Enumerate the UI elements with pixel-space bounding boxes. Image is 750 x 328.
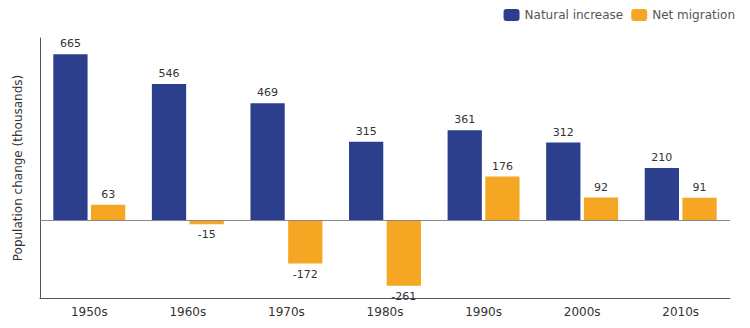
svg-text:312: 312 [553,126,574,139]
svg-text:Population change (thousands): Population change (thousands) [11,75,25,262]
svg-text:315: 315 [356,125,377,138]
svg-text:-172: -172 [293,268,318,281]
svg-text:1990s: 1990s [465,305,502,319]
svg-text:469: 469 [257,86,278,99]
svg-text:91: 91 [693,181,707,194]
svg-text:Net migration: Net migration [652,8,735,22]
svg-text:2010s: 2010s [662,305,699,319]
svg-text:665: 665 [60,37,81,50]
svg-text:1950s: 1950s [71,305,108,319]
svg-text:176: 176 [492,160,513,173]
svg-text:1960s: 1960s [169,305,206,319]
svg-text:-261: -261 [391,290,416,303]
svg-text:1970s: 1970s [268,305,305,319]
svg-text:546: 546 [159,67,180,80]
svg-text:63: 63 [101,188,115,201]
svg-text:92: 92 [594,181,608,194]
svg-text:210: 210 [651,151,672,164]
svg-text:-15: -15 [198,228,216,241]
svg-text:361: 361 [454,113,475,126]
svg-text:Natural increase: Natural increase [525,8,624,22]
svg-text:2000s: 2000s [564,305,601,319]
svg-text:1980s: 1980s [367,305,404,319]
